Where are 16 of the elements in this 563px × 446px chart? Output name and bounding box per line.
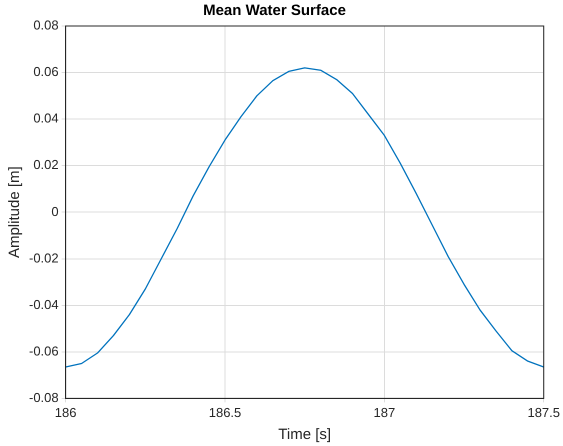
x-tick-label: 186.5 <box>208 404 242 420</box>
chart-title: Mean Water Surface <box>203 2 346 20</box>
y-tick-label: -0.08 <box>28 390 59 405</box>
y-tick-label: -0.06 <box>28 343 59 358</box>
y-tick-label: -0.02 <box>28 250 59 266</box>
y-tick-label: 0.04 <box>33 110 59 126</box>
x-tick-label: 187.5 <box>527 404 560 420</box>
y-tick-label: 0.02 <box>33 157 59 172</box>
x-tick-label: 187 <box>374 404 396 420</box>
y-tick-label: -0.04 <box>28 296 59 312</box>
x-axis-title: Time [s] <box>278 426 332 444</box>
y-tick-label: 0.06 <box>33 64 59 80</box>
y-tick-label: 0 <box>51 204 59 219</box>
y-tick-label: 0.08 <box>33 18 59 33</box>
y-axis-title: Amplitude [m] <box>6 166 24 258</box>
x-tick-label: 186 <box>54 404 76 420</box>
